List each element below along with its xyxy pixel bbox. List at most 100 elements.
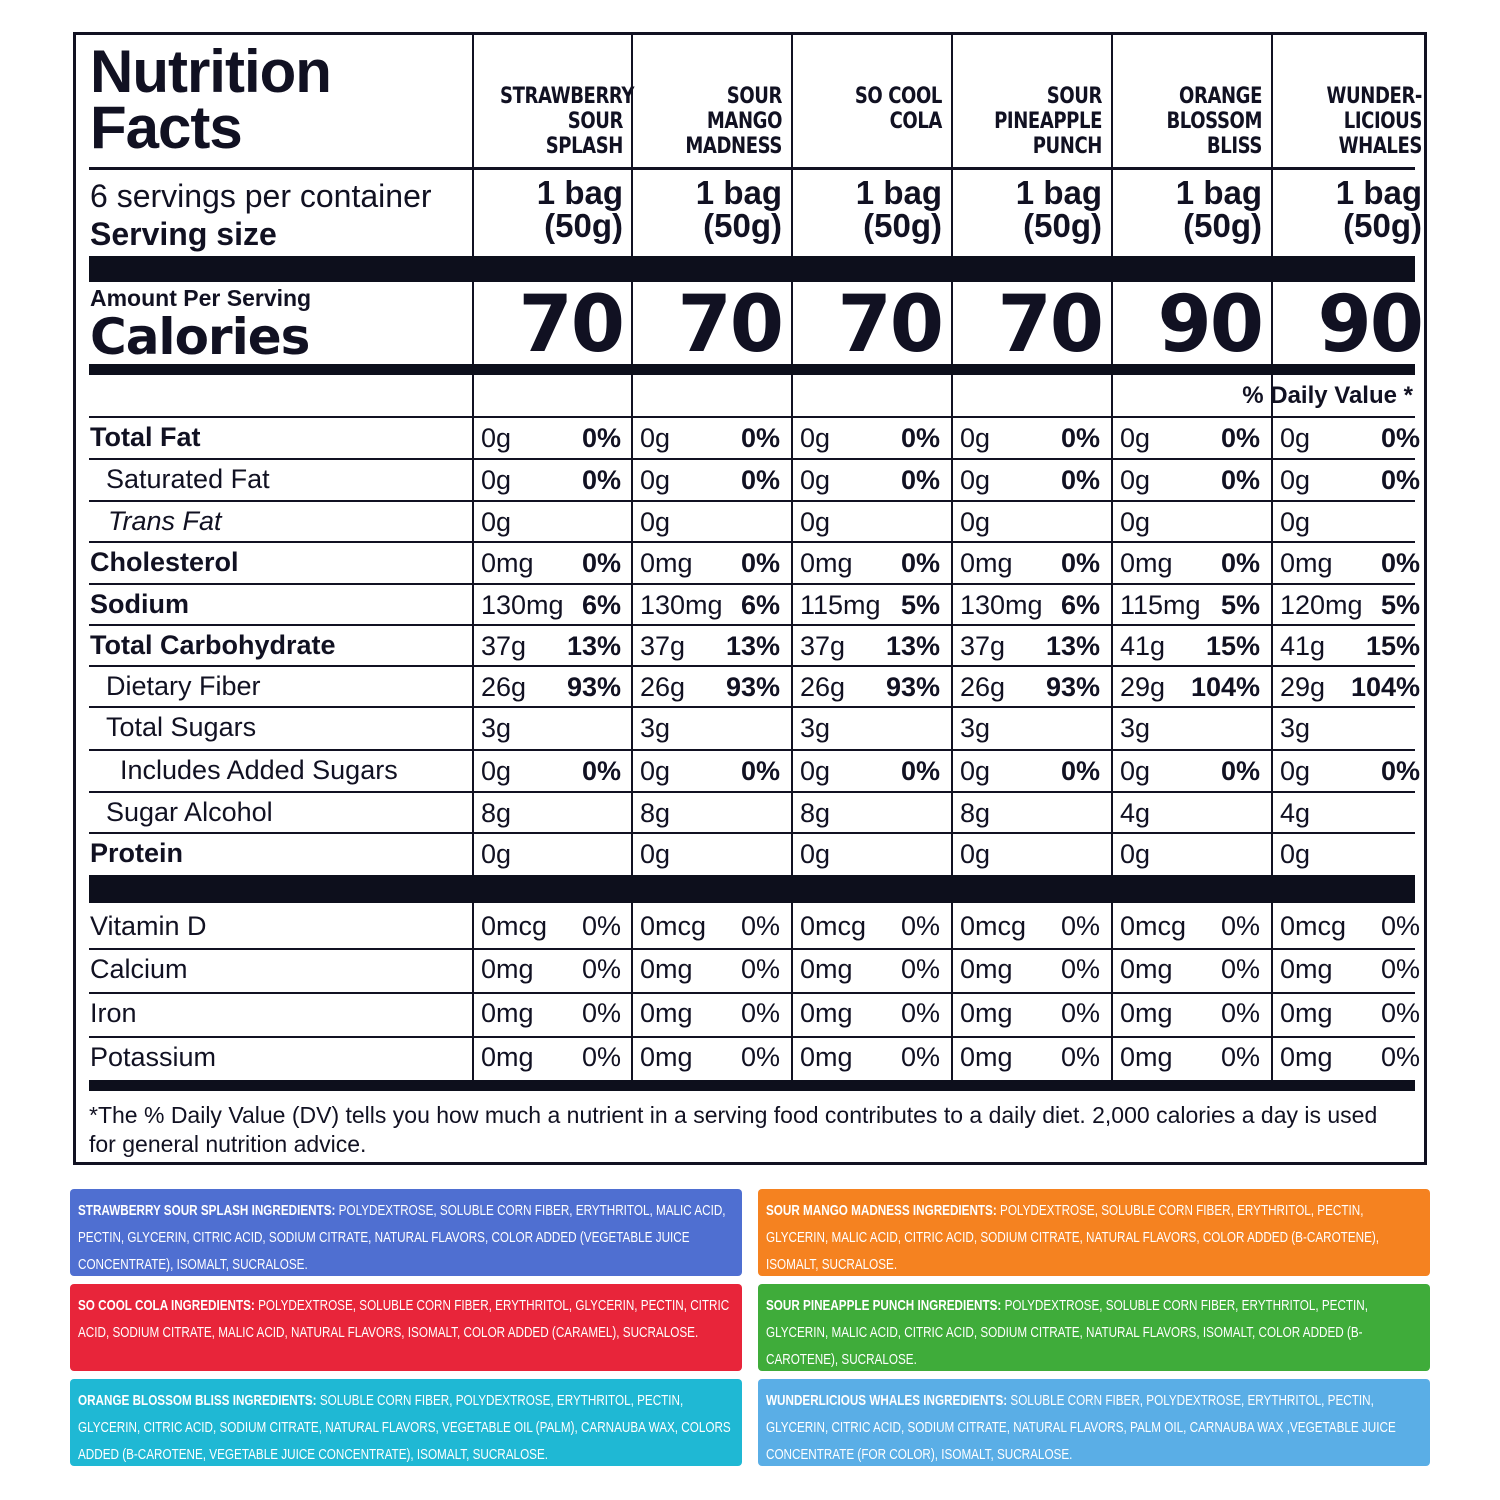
vitamin-daily-value: 0%: [1220, 954, 1260, 984]
vitamin-amount: 0mcg: [640, 911, 707, 941]
thick-divider: [89, 875, 1415, 903]
nutrient-amount: 0g: [481, 507, 512, 537]
nutrient-daily-value: 0%: [740, 756, 780, 786]
row-divider: [89, 541, 1415, 543]
nutrient-amount: 130mg: [640, 590, 723, 620]
nutrient-amount: 3g: [1280, 713, 1311, 743]
nutrient-amount: 0g: [960, 423, 991, 453]
nutrient-amount: 0g: [960, 839, 991, 869]
nutrient-amount: 8g: [481, 798, 512, 828]
ingredients-title: WUNDERLICIOUS WHALES INGREDIENTS:: [766, 1392, 1008, 1409]
nutrient-daily-value: 0%: [1220, 423, 1260, 453]
flavor-column-header: SOUR PINEAPPLE PUNCH: [994, 84, 1102, 159]
nutrient-amount: 0g: [481, 756, 512, 786]
row-divider: [89, 749, 1415, 751]
vitamin-daily-value: 0%: [1380, 1042, 1420, 1072]
nutrient-daily-value: 13%: [885, 631, 940, 661]
nutrient-amount: 115mg: [1120, 590, 1201, 620]
nutrient-amount: 0g: [481, 423, 512, 453]
ingredients-list: POLYDEXTROSE, SOLUBLE CORN FIBER, ERYTHR…: [766, 1202, 1380, 1273]
nutrient-daily-value: 0%: [740, 548, 780, 578]
nutrient-daily-value: 5%: [900, 590, 940, 620]
nutrient-amount: 37g: [640, 631, 686, 661]
nutrient-label: Sugar Alcohol: [106, 797, 273, 827]
ingredients-title: SOUR MANGO MADNESS INGREDIENTS:: [766, 1202, 997, 1219]
vitamin-daily-value: 0%: [740, 954, 780, 984]
ingredients-text: SOUR PINEAPPLE PUNCH INGREDIENTS: POLYDE…: [766, 1292, 1421, 1373]
row-divider: [89, 665, 1415, 667]
nutrient-daily-value: 0%: [900, 423, 940, 453]
nutrient-daily-value: 93%: [725, 672, 780, 702]
flavor-column-header: STRAWBERRY SOUR SPLASH: [500, 84, 635, 159]
nutrient-daily-value: 0%: [900, 756, 940, 786]
calories-value: 70: [677, 280, 784, 370]
row-divider: [89, 624, 1415, 626]
nutrient-amount: 0g: [640, 507, 671, 537]
nutrient-daily-value: 0%: [1380, 548, 1420, 578]
vitamin-amount: 0mcg: [960, 911, 1027, 941]
ingredients-list: POLYDEXTROSE, SOLUBLE CORN FIBER, ERYTHR…: [766, 1297, 1369, 1368]
ingredients-text: STRAWBERRY SOUR SPLASH INGREDIENTS: POLY…: [78, 1197, 733, 1278]
nutrient-daily-value: 13%: [566, 631, 621, 661]
nutrient-daily-value: 0%: [581, 548, 621, 578]
daily-value-header: % Daily Value *: [1242, 382, 1413, 409]
nutrient-daily-value: 0%: [900, 465, 940, 495]
ingredients-text: SO COOL COLA INGREDIENTS: POLYDEXTROSE, …: [78, 1292, 733, 1346]
medium-divider: [89, 1080, 1415, 1091]
nutrient-daily-value: 104%: [1190, 672, 1260, 702]
ingredients-box: SO COOL COLA INGREDIENTS: POLYDEXTROSE, …: [70, 1284, 742, 1371]
vitamin-label: Vitamin D: [90, 911, 207, 941]
nutrient-daily-value: 0%: [1220, 548, 1260, 578]
servings-per-container: 6 servings per container: [90, 178, 432, 214]
row-divider: [89, 992, 1415, 994]
column-divider: [1111, 35, 1113, 1080]
vitamin-daily-value: 0%: [1220, 998, 1260, 1028]
ingredients-list: SOLUBLE CORN FIBER, POLYDEXTROSE, ERYTHR…: [78, 1392, 731, 1463]
nutrient-amount: 0g: [1280, 465, 1311, 495]
serving-size-value: 1 bag (50g): [1175, 174, 1262, 244]
nutrient-daily-value: 0%: [1380, 756, 1420, 786]
vitamin-label: Calcium: [90, 954, 188, 984]
vitamin-daily-value: 0%: [1220, 911, 1260, 941]
vitamin-amount: 0mg: [1280, 954, 1333, 984]
nutrient-daily-value: 0%: [740, 465, 780, 495]
row-divider: [89, 583, 1415, 585]
vitamin-daily-value: 0%: [1060, 954, 1100, 984]
vitamin-amount: 0mcg: [1280, 911, 1347, 941]
vitamin-label: Potassium: [90, 1042, 217, 1072]
ingredients-box: WUNDERLICIOUS WHALES INGREDIENTS: SOLUBL…: [758, 1379, 1430, 1466]
nutrient-label: Trans Fat: [108, 506, 222, 536]
thick-divider: [89, 256, 1415, 282]
row-divider: [89, 791, 1415, 793]
nutrient-amount: 0g: [640, 465, 671, 495]
nutrient-daily-value: 0%: [1060, 423, 1100, 453]
vitamin-daily-value: 0%: [740, 998, 780, 1028]
nutrient-amount: 0g: [1120, 756, 1151, 786]
flavor-column-header: WUNDER- LICIOUS WHALES: [1326, 84, 1423, 159]
nutrient-amount: 26g: [800, 672, 846, 702]
row-divider: [89, 706, 1415, 708]
vitamin-amount: 0mg: [960, 1042, 1013, 1072]
nutrient-amount: 0g: [800, 756, 831, 786]
vitamin-amount: 0mg: [800, 1042, 853, 1072]
nutrient-label: Total Carbohydrate: [90, 630, 336, 660]
nutrient-amount: 37g: [481, 631, 527, 661]
nutrient-amount: 0g: [1280, 507, 1311, 537]
nutrient-amount: 0g: [1120, 839, 1151, 869]
vitamin-amount: 0mg: [1280, 1042, 1333, 1072]
ingredients-text: WUNDERLICIOUS WHALES INGREDIENTS: SOLUBL…: [766, 1387, 1421, 1468]
vitamin-daily-value: 0%: [581, 998, 621, 1028]
nutrient-daily-value: 0%: [1060, 465, 1100, 495]
column-divider: [1271, 35, 1273, 1080]
vitamin-amount: 0mg: [1120, 954, 1173, 984]
nutrient-daily-value: 6%: [1060, 590, 1100, 620]
nutrient-amount: 0g: [640, 839, 671, 869]
nutrient-amount: 0mg: [1280, 548, 1333, 578]
nutrition-facts-panel: [73, 32, 1427, 1165]
vitamin-amount: 0mcg: [481, 911, 548, 941]
nutrient-amount: 41g: [1280, 631, 1326, 661]
row-divider: [89, 948, 1415, 950]
vitamin-daily-value: 0%: [1380, 911, 1420, 941]
nutrient-amount: 37g: [800, 631, 846, 661]
calories-label: Calories: [90, 308, 310, 366]
